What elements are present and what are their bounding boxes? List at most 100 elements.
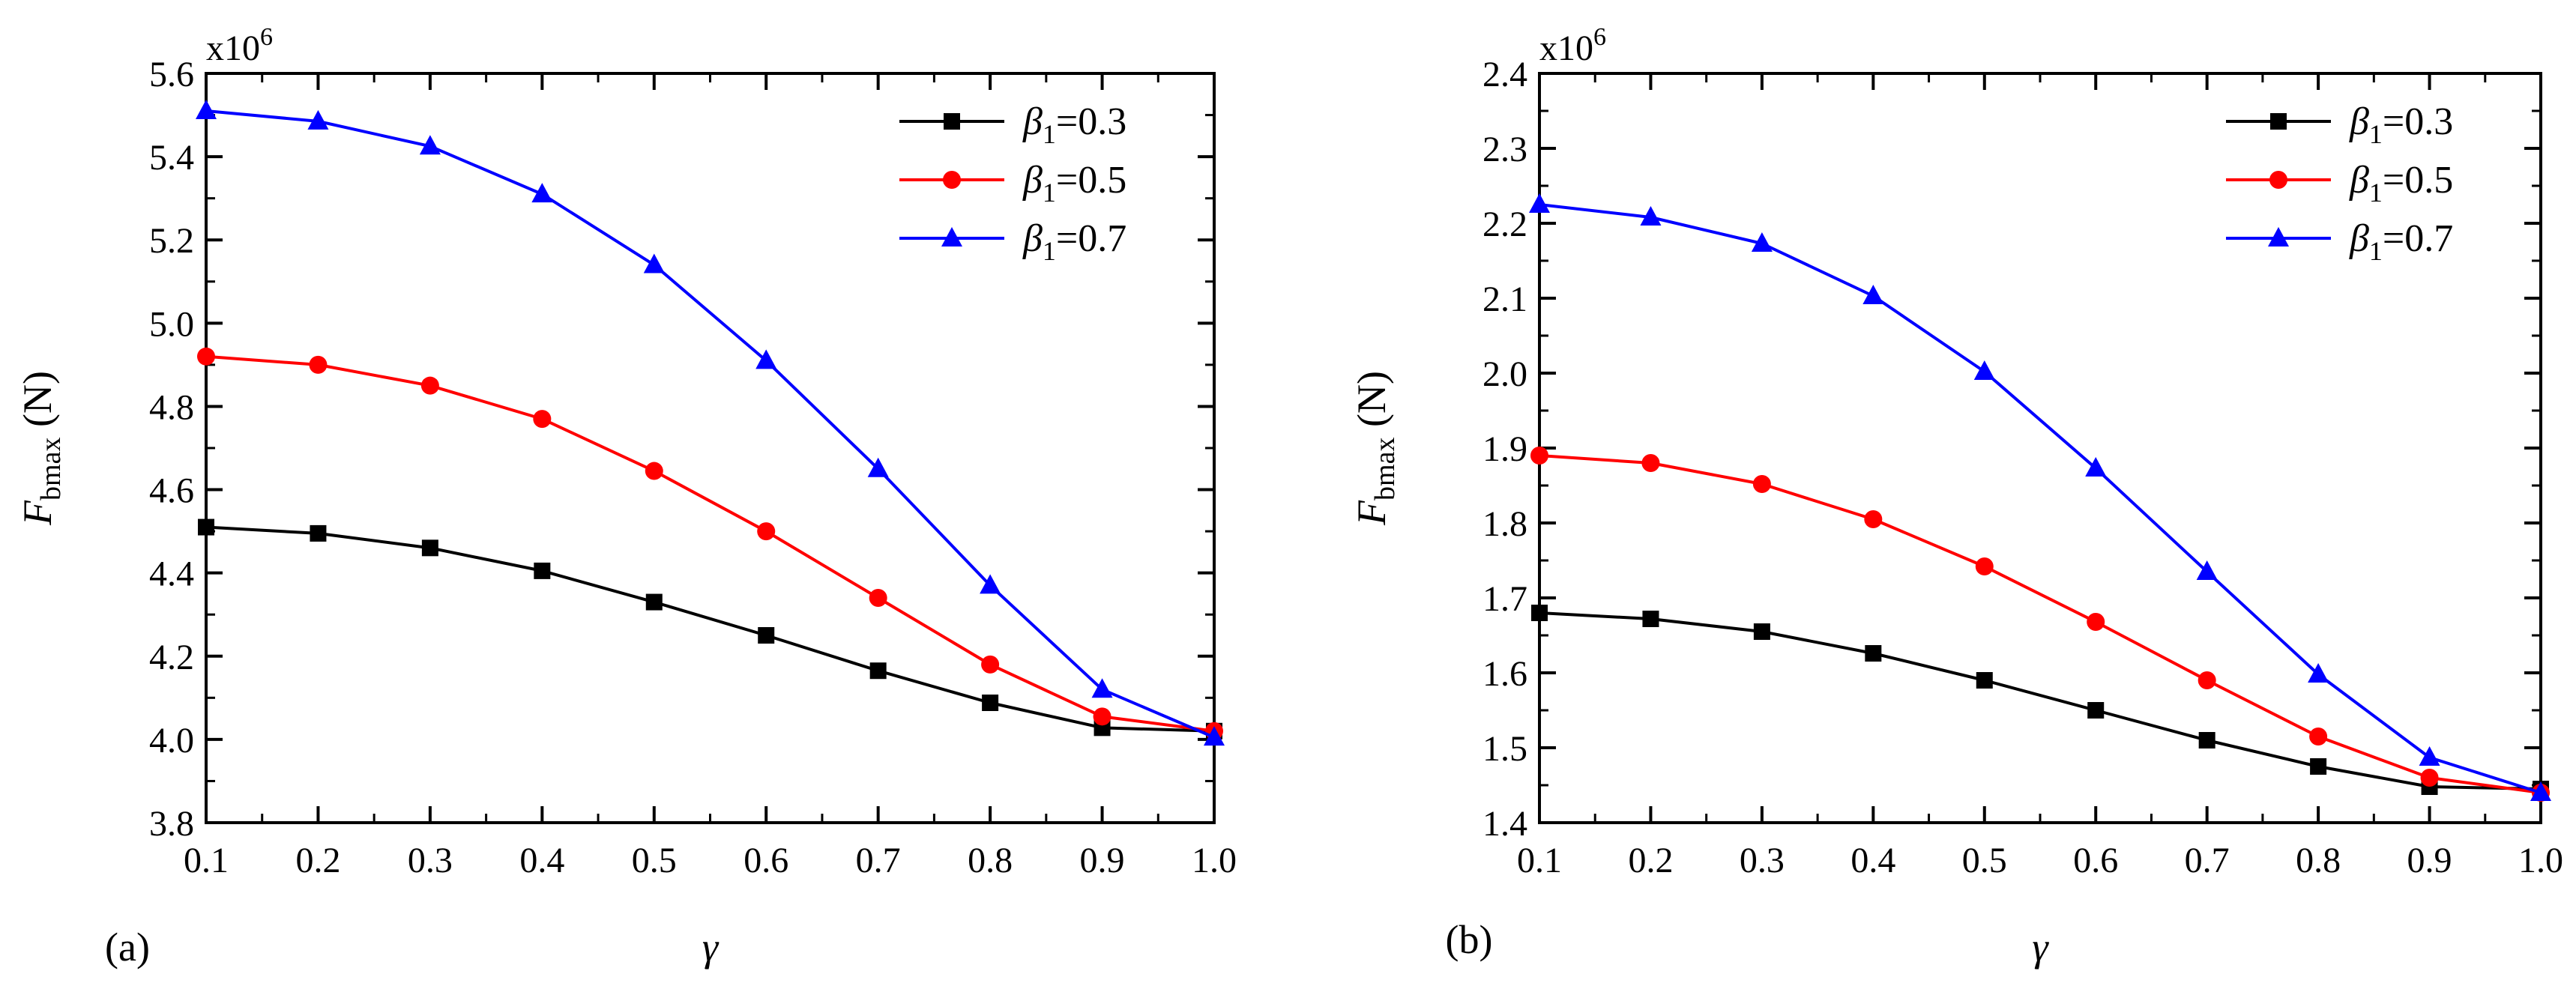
y-multiplier-exponent: 6 — [1593, 23, 1606, 51]
chart-panel-b: 0.1 0.2 0.3 0.4 0.5 0.6 0.7 0.8 0.9 1.0 1.4 1.5 1.6 1… — [1349, 23, 2563, 970]
x-axis-title: γ — [2032, 925, 2049, 970]
data-point-triangle — [1973, 360, 1995, 380]
data-point-triangle — [941, 227, 962, 247]
legend-label: β1=0.3 — [2349, 100, 2453, 149]
y-tick-label: 4.4 — [149, 554, 194, 594]
y-tick-label: 1.4 — [1482, 804, 1527, 844]
legend-subscript: 1 — [2369, 178, 2383, 208]
series-line — [1539, 454, 2542, 794]
data-point-square — [1531, 605, 1548, 621]
legend-item: β1=0.3 — [2226, 100, 2453, 149]
data-point-square — [1753, 623, 1770, 640]
x-tick-label: 0.7 — [2185, 841, 2230, 880]
panel-label: (a) — [105, 925, 150, 970]
series-line — [205, 354, 1215, 733]
data-point-circle — [1093, 707, 1111, 726]
legend-item: β1=0.5 — [2226, 159, 2453, 208]
y-tick-label: 4.8 — [149, 387, 194, 427]
x-tick-label: 0.6 — [743, 841, 788, 880]
data-point-triangle — [755, 349, 777, 369]
data-point-triangle — [196, 100, 217, 119]
y-tick-label: 4.6 — [149, 471, 194, 511]
legend-label: β1=0.5 — [2349, 159, 2453, 208]
y-tick-label: 1.9 — [1482, 429, 1527, 469]
data-point-circle — [309, 355, 328, 374]
series-triangle — [196, 100, 1225, 746]
legend-label: β1=0.3 — [1022, 100, 1126, 149]
data-point-square — [869, 662, 887, 680]
x-tick-label: 0.3 — [408, 841, 453, 880]
data-point-square — [198, 518, 214, 536]
data-point-triangle — [1751, 232, 1773, 252]
data-point-circle — [1641, 454, 1660, 472]
data-point-circle — [645, 462, 663, 480]
series-line — [1539, 203, 2542, 794]
x-tick-label: 0.5 — [1962, 841, 2007, 880]
x-tick-label: 0.9 — [2407, 841, 2452, 880]
y-axis-title-unit: (N) — [15, 371, 60, 437]
data-point-triangle — [2308, 663, 2329, 683]
x-axis-title: γ — [702, 925, 720, 970]
x-tick-label: 0.5 — [632, 841, 677, 880]
y-tick-label: 3.8 — [149, 804, 194, 844]
y-tick-label: 5.4 — [149, 138, 194, 178]
data-point-square — [2198, 732, 2215, 748]
data-point-circle — [2309, 728, 2328, 746]
legend: β1=0.3 β1=0.5 β1=0.7 — [2226, 100, 2453, 266]
data-point-circle — [197, 347, 215, 366]
data-point-square — [310, 524, 327, 542]
data-point-circle — [2087, 613, 2105, 631]
x-tick-label: 0.8 — [2296, 841, 2341, 880]
series-line — [1539, 611, 2542, 790]
legend-symbol: β — [2349, 217, 2369, 260]
y-axis-title-main: F — [15, 500, 60, 526]
y-multiplier-exponent: 6 — [260, 23, 273, 51]
data-point-circle — [2198, 671, 2216, 689]
data-point-circle — [533, 410, 552, 429]
data-point-square — [2310, 758, 2327, 775]
data-point-triangle — [1204, 726, 1225, 746]
legend-symbol: β — [1022, 159, 1043, 202]
data-point-circle — [2420, 769, 2439, 787]
y-tick-label: 4.2 — [149, 638, 194, 677]
legend-item: β1=0.7 — [899, 217, 1126, 266]
data-point-square — [1865, 645, 1882, 662]
legend-subscript: 1 — [1043, 178, 1056, 208]
x-tick-label: 0.1 — [1517, 841, 1562, 880]
data-point-square — [2087, 702, 2105, 719]
series-square — [198, 518, 1222, 740]
series-square — [1531, 605, 2549, 797]
legend-subscript: 1 — [1043, 236, 1056, 266]
y-tick-label: 1.8 — [1482, 504, 1527, 544]
y-axis-title: Fbmax (N) — [15, 371, 67, 526]
data-point-square — [2270, 113, 2287, 130]
x-tick-label: 0.2 — [1628, 841, 1673, 880]
data-point-triangle — [1529, 193, 1550, 213]
legend-symbol: β — [1022, 100, 1043, 143]
x-tick-label: 0.8 — [968, 841, 1013, 880]
legend-value: =0.3 — [1056, 100, 1126, 143]
data-point-triangle — [2196, 560, 2218, 580]
data-point-square — [1642, 611, 1659, 627]
legend-label: β1=0.7 — [2349, 217, 2453, 266]
data-point-triangle — [531, 183, 553, 203]
legend-subscript: 1 — [1043, 119, 1056, 149]
y-multiplier-base: x10 — [1539, 28, 1593, 68]
x-tick-label: 1.0 — [2518, 841, 2563, 880]
legend-item: β1=0.5 — [899, 159, 1126, 208]
series-circle — [197, 347, 1223, 740]
y-axis-title: Fbmax (N) — [1349, 371, 1401, 526]
data-point-circle — [981, 655, 1000, 674]
y-tick-label: 5.0 — [149, 304, 194, 344]
legend-symbol: β — [2349, 100, 2369, 143]
x-tick-label: 0.7 — [856, 841, 901, 880]
legend: β1=0.3β1=0.5β1=0.7 — [899, 100, 1126, 266]
series-triangle — [1529, 193, 2551, 801]
legend-symbol: β — [1022, 217, 1043, 260]
y-tick-label: 2.2 — [1482, 205, 1527, 244]
legend-subscript: 1 — [2369, 236, 2383, 266]
data-point-square — [982, 695, 999, 711]
y-tick-label: 4.0 — [149, 721, 194, 760]
legend-item: β1=0.3 — [899, 100, 1126, 149]
